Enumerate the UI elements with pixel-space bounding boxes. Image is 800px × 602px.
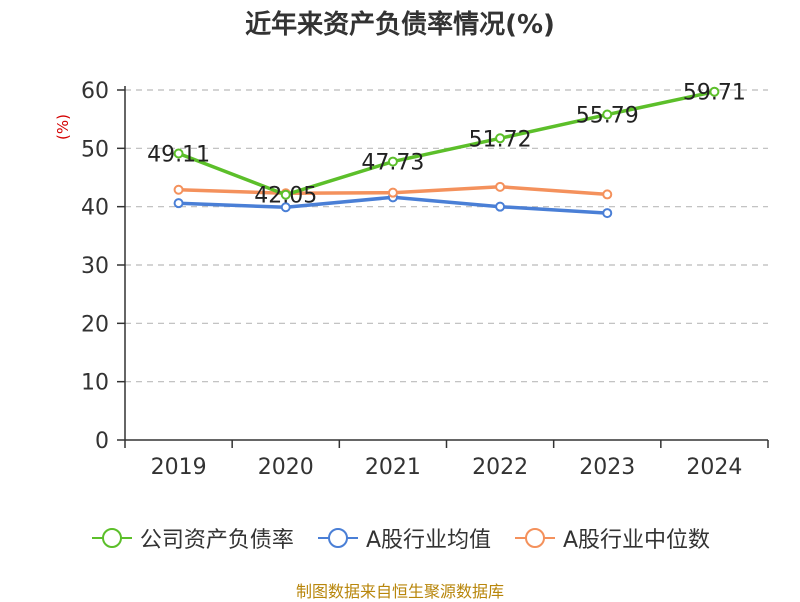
x-tick-label: 2020 — [258, 455, 314, 480]
data-label-company: 42.05 — [254, 184, 317, 209]
data-point-industry-avg[interactable] — [280, 202, 291, 213]
legend-marker-company — [91, 528, 132, 548]
y-tick-label: 40 — [81, 196, 109, 221]
y-tick-label: 10 — [81, 371, 109, 396]
x-tick-label: 2022 — [472, 455, 528, 480]
gridlines — [125, 89, 768, 383]
legend-label-company: 公司资产负债率 — [139, 528, 294, 553]
data-point-company[interactable] — [280, 189, 291, 200]
data-point-industry-median[interactable] — [602, 189, 613, 200]
legend-label-industry-median: A股行业中位数 — [563, 528, 711, 553]
data-point-industry-median[interactable] — [387, 187, 398, 198]
source-note: 制图数据来自恒生聚源数据库 — [295, 582, 504, 601]
x-tick-label: 2021 — [365, 455, 421, 480]
data-label-company: 51.72 — [469, 127, 532, 152]
data-point-company[interactable] — [709, 86, 720, 97]
data-label-company: 55.79 — [576, 104, 639, 129]
y-tick-label: 20 — [81, 312, 109, 337]
legend-circle-industry-median — [525, 528, 545, 548]
y-tick-label: 30 — [81, 254, 109, 279]
legend-item-company[interactable]: 公司资产负债率 — [90, 522, 294, 554]
data-point-industry-median[interactable] — [173, 184, 184, 195]
data-point-industry-avg[interactable] — [495, 201, 506, 212]
x-tick-label: 2023 — [579, 455, 635, 480]
legend-item-industry-median[interactable]: A股行业中位数 — [513, 522, 710, 554]
axes: 0 10 20 30 40 50 60 2019 2020 2021 2022 2023 2024 — [81, 79, 769, 480]
data-label-company: 59.71 — [683, 81, 746, 106]
legend-item-industry-avg[interactable]: A股行业均值 — [316, 522, 491, 554]
data-point-company[interactable] — [173, 148, 184, 159]
x-tick-label: 2024 — [686, 455, 742, 480]
series-line-company — [177, 89, 715, 197]
y-tick-label: 50 — [81, 137, 109, 162]
y-axis-unit-label: (%) — [54, 114, 72, 140]
legend-marker-industry-avg — [317, 528, 358, 548]
y-tick-label: 60 — [81, 79, 109, 104]
data-labels: 49.11 42.05 47.73 51.72 55.79 59.71 — [147, 81, 746, 209]
data-point-company[interactable] — [602, 109, 613, 120]
legend-label-industry-avg: A股行业均值 — [365, 528, 491, 553]
series-lines — [173, 86, 720, 219]
data-point-industry-avg[interactable] — [602, 208, 613, 219]
data-point-industry-median[interactable] — [495, 181, 506, 192]
x-tick-label: 2019 — [151, 455, 207, 480]
data-point-industry-avg[interactable] — [173, 198, 184, 209]
data-label-company: 47.73 — [361, 151, 424, 176]
y-tick-label: 0 — [95, 429, 109, 454]
legend-circle-company — [101, 528, 122, 548]
legend-marker-industry-median — [515, 528, 555, 548]
data-point-company[interactable] — [387, 156, 398, 167]
legend-circle-industry-avg — [327, 528, 348, 548]
data-point-company[interactable] — [495, 133, 506, 144]
data-label-company: 49.11 — [147, 143, 210, 168]
chart-title: 近年来资产负债率情况(%) — [245, 10, 555, 40]
legend: 公司资产负债率 A股行业均值 A股行业中位数 — [0, 520, 800, 556]
